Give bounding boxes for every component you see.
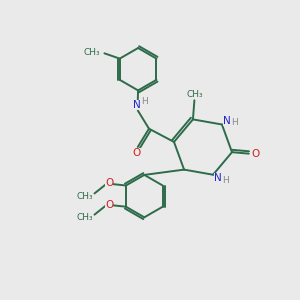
Text: H: H bbox=[141, 97, 148, 106]
Text: O: O bbox=[251, 148, 260, 159]
Text: N: N bbox=[224, 116, 231, 126]
Text: CH₃: CH₃ bbox=[186, 90, 203, 99]
Text: CH₃: CH₃ bbox=[76, 192, 93, 201]
Text: O: O bbox=[133, 148, 141, 158]
Text: N: N bbox=[133, 100, 140, 110]
Text: CH₃: CH₃ bbox=[76, 213, 93, 222]
Text: CH₃: CH₃ bbox=[83, 48, 100, 57]
Text: N: N bbox=[214, 173, 222, 183]
Text: O: O bbox=[105, 178, 113, 188]
Text: O: O bbox=[105, 200, 113, 210]
Text: H: H bbox=[231, 118, 238, 127]
Text: H: H bbox=[222, 176, 229, 185]
